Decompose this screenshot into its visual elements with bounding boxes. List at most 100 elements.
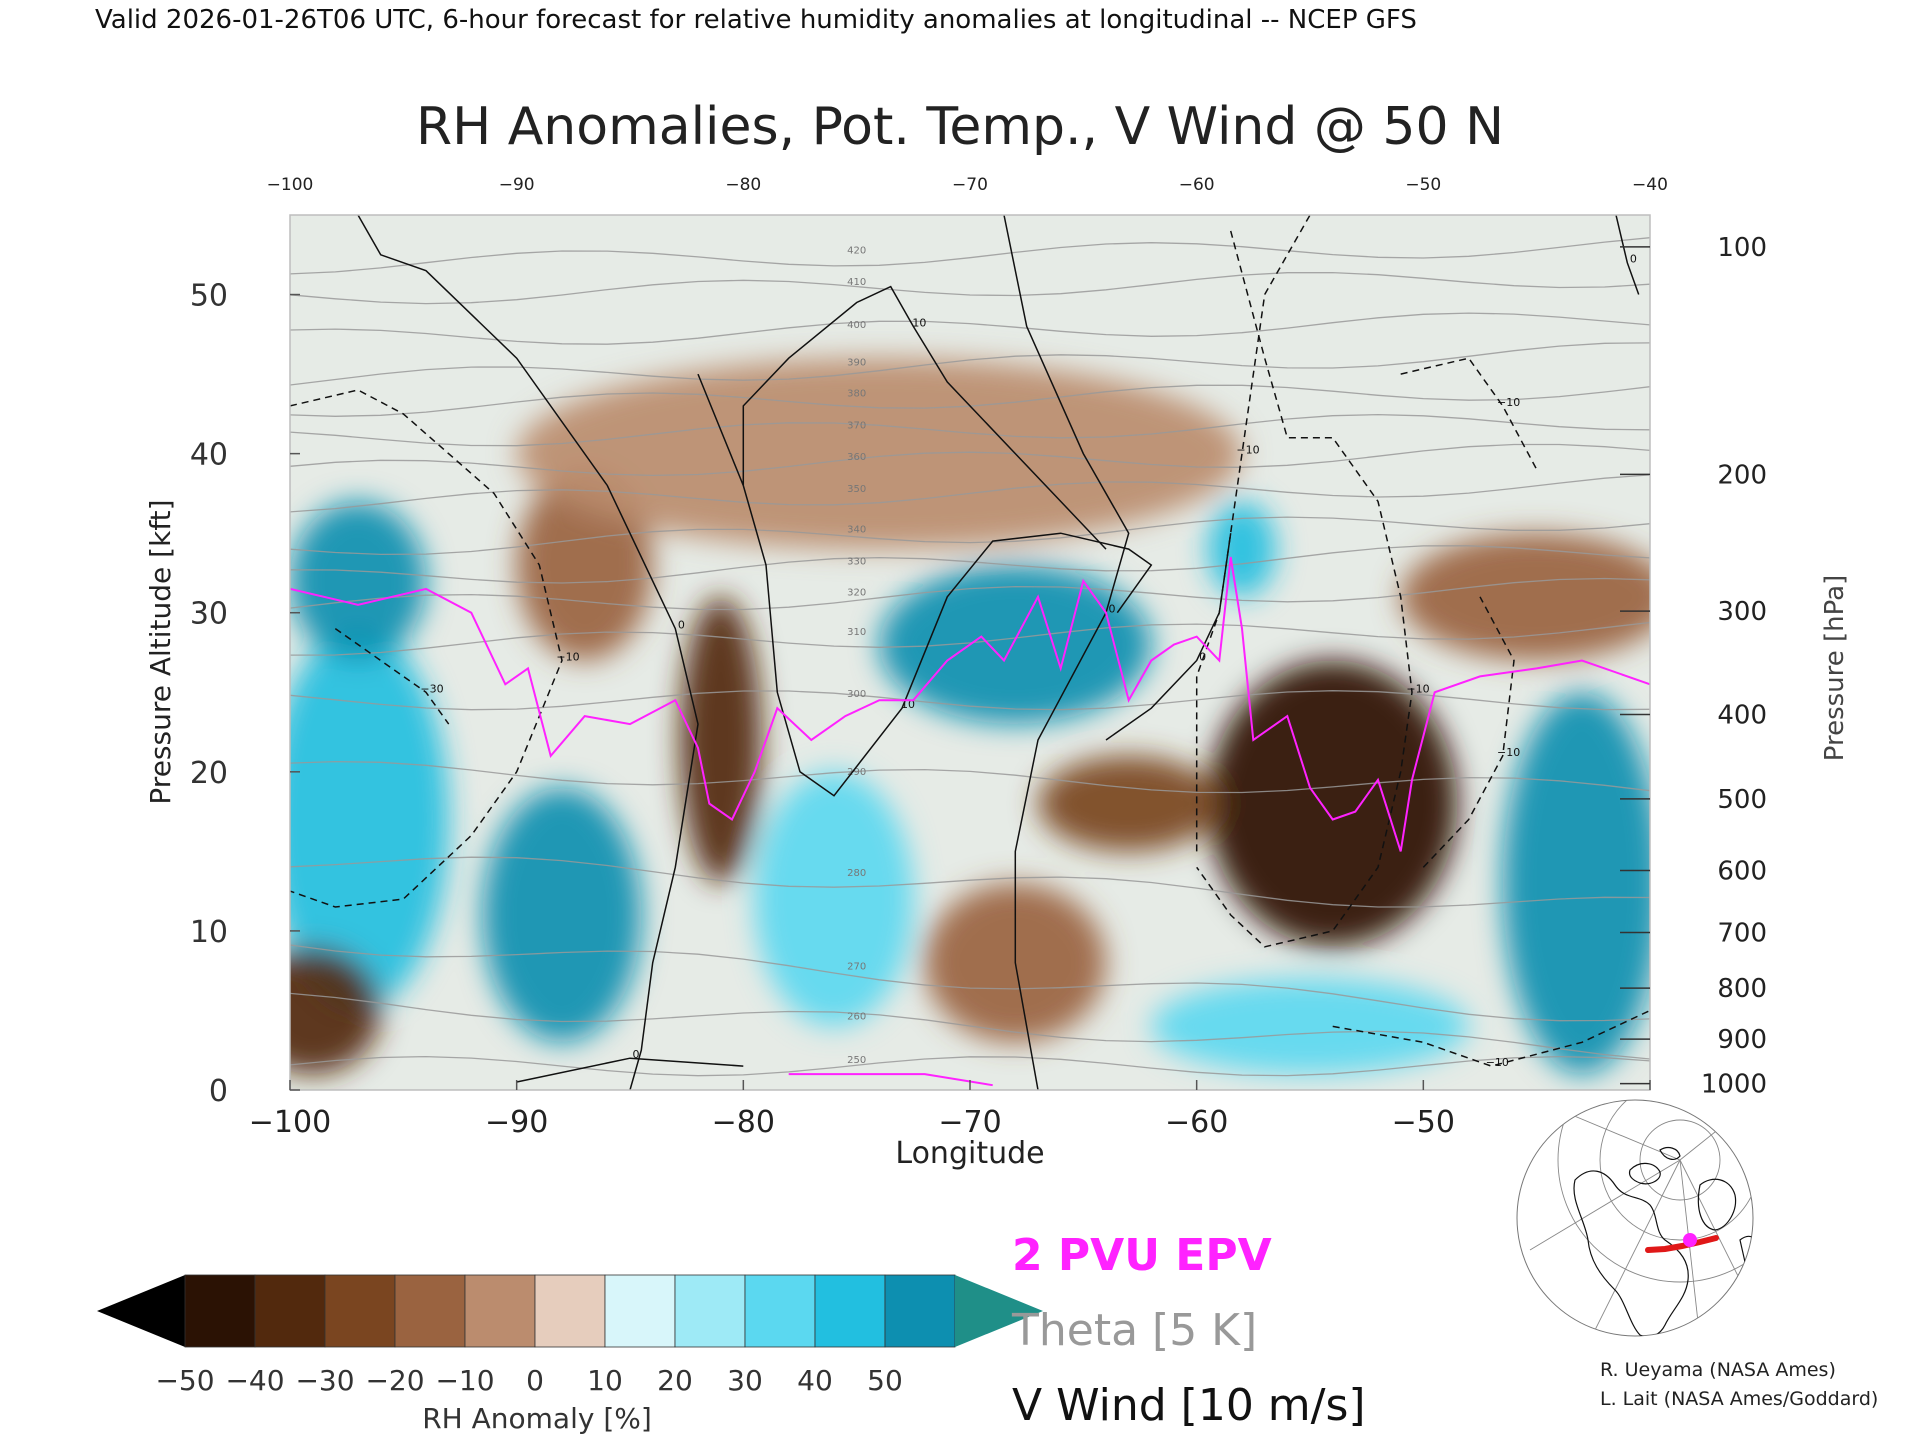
epv-2pvu-path [290,556,1650,852]
theta-contour-line [290,760,1650,794]
theta-contour-label: 320 [847,587,866,598]
colorbar-swatch [394,1274,466,1348]
v-wind-contour-line [1422,596,1515,868]
x-axis-label: Longitude [895,1136,1044,1171]
pressure-tick-label: 1000 [1701,1070,1767,1100]
v-wind-contour-line [516,1057,744,1083]
pressure-tick-label: 700 [1717,919,1767,949]
colorbar-swatch [534,1274,606,1348]
top-tick-label: −100 [267,175,314,195]
map-meridian [1529,1159,1681,1251]
v-wind-contour-label: 0 [633,1048,640,1061]
pressure-tick-label: 400 [1717,701,1767,731]
colorbar-swatch [884,1274,956,1348]
theta-contour-label: 330 [847,556,866,567]
pressure-tick-label: 800 [1717,974,1767,1004]
legend-epv: 2 PVU EPV [1012,1230,1272,1281]
v-wind-contour-label: −10 [556,650,579,663]
v-wind-contour-line [357,215,699,1090]
map-meridian [1679,1159,1701,1336]
colorbar-tick-label: 10 [587,1364,623,1397]
rh-anomaly-region [1208,501,1276,597]
colorbar-tick-label: −30 [295,1364,354,1397]
rh-anomaly-region [1151,978,1469,1075]
v-wind-contour-line [742,285,1107,550]
theta-contour-label: 300 [847,689,866,700]
plot-area: 250 260 270 280 290 300 310 320 330 340 350 360 370 3… [289,214,1651,1091]
pressure-tick-label: 900 [1717,1025,1767,1055]
colorbar-tick-label: −20 [365,1364,424,1397]
colorbar-tick-label: −40 [225,1364,284,1397]
rh-anomaly-region [754,771,914,1027]
theta-contour-line [290,856,1650,908]
chart-title: RH Anomalies, Pot. Temp., V Wind @ 50 N [416,97,1504,157]
pressure-tick-label: 300 [1717,597,1767,627]
altitude-axis: 0 10 20 30 40 50 [190,279,300,1109]
theta-contour-line [290,1055,1650,1077]
theta-contour-label: 280 [847,868,866,879]
pressure-tick-label: 600 [1717,856,1767,886]
v-wind-contour-label: −10 [1497,746,1520,759]
v-wind-contour-label: −10 [1486,1056,1509,1069]
theta-contour-line [290,690,1650,711]
location-inset-map [1516,1099,1754,1337]
map-latitude-ring [1557,1100,1753,1283]
theta-contour-label: 410 [847,277,866,288]
v-wind-contour-label: 0 [1109,603,1116,616]
map-meridian [1559,1109,1681,1161]
theta-contour-line [290,443,1650,477]
colorbar-swatch [464,1274,536,1348]
rh-anomaly-region [1400,533,1650,661]
rh-anomaly-region [290,628,449,1011]
pressure-tick-label: 200 [1717,460,1767,490]
v-wind-contour-line [1400,357,1538,470]
theta-contour-label: 250 [847,1055,866,1066]
colorbar-tick-label: 50 [867,1364,903,1397]
colorbar-tick-label: 0 [526,1364,544,1397]
x-tick-label: −80 [712,1105,775,1140]
map-latitude-ring [1599,1100,1753,1241]
map-meridian [1589,1159,1681,1336]
theta-contours: 250 260 270 280 290 300 310 320 330 340 350 360 370 3… [290,237,1650,1077]
top-tick-label: −60 [1179,175,1215,195]
y-tick-label: 30 [190,597,228,632]
theta-contour-label: 420 [847,245,866,256]
colorbar-swatch [814,1274,886,1348]
theta-contour-line [290,992,1650,1060]
theta-contour-label: 260 [847,1011,866,1022]
theta-contour-line [290,342,1650,386]
theta-contour-label: 400 [847,320,866,331]
map-greenland-coast [1697,1178,1737,1231]
v-wind-contour-label: 0 [1630,253,1637,266]
rh-anomaly-region [679,596,762,884]
colorbar-tick-label: 40 [797,1364,833,1397]
theta-contour-line [290,577,1650,611]
rh-anomaly-region [290,946,381,1075]
top-tick-label: −90 [499,175,535,195]
theta-contour-label: 310 [847,627,866,638]
v-wind-contour-label: −30 [420,682,443,695]
top-tick-label: −70 [952,175,988,195]
colorbar-tick-label: 30 [727,1364,763,1397]
rh-colorbar: −50 −40 −30 −20 −10 0 10 20 30 40 50 [97,1274,1043,1397]
pressure-axis-label: Pressure [hPa] [1820,575,1850,762]
colorbar-swatch [184,1274,256,1348]
theta-contour-line [290,413,1650,447]
theta-contour-line [290,271,1650,305]
v-wind-contour-label: 10 [901,698,915,711]
x-tick-label: −50 [1392,1105,1455,1140]
theta-contour-label: 380 [847,389,866,400]
rh-anomaly-region [1038,755,1220,852]
v-wind-contour-line [334,627,450,725]
theta-contour-line [290,312,1650,345]
contour-legend: 2 PVU EPV Theta [5 K] V Wind [10 m/s] [1011,1230,1366,1431]
colorbar-under-arrow [97,1275,185,1347]
rh-anomaly-region [1502,692,1650,1075]
colorbar-tick-label: 20 [657,1364,693,1397]
x-tick-label: −90 [485,1105,548,1140]
v-wind-contour-line [1615,215,1640,295]
pressure-axis: 100 200 300 400 500 600 700 800 900 1000 [1620,233,1767,1100]
credit-line-2: L. Lait (NASA Ames/Goddard) [1600,1388,1878,1410]
colorbar-tick-label: −50 [155,1364,214,1397]
v-wind-contour-label: 0 [678,619,685,632]
